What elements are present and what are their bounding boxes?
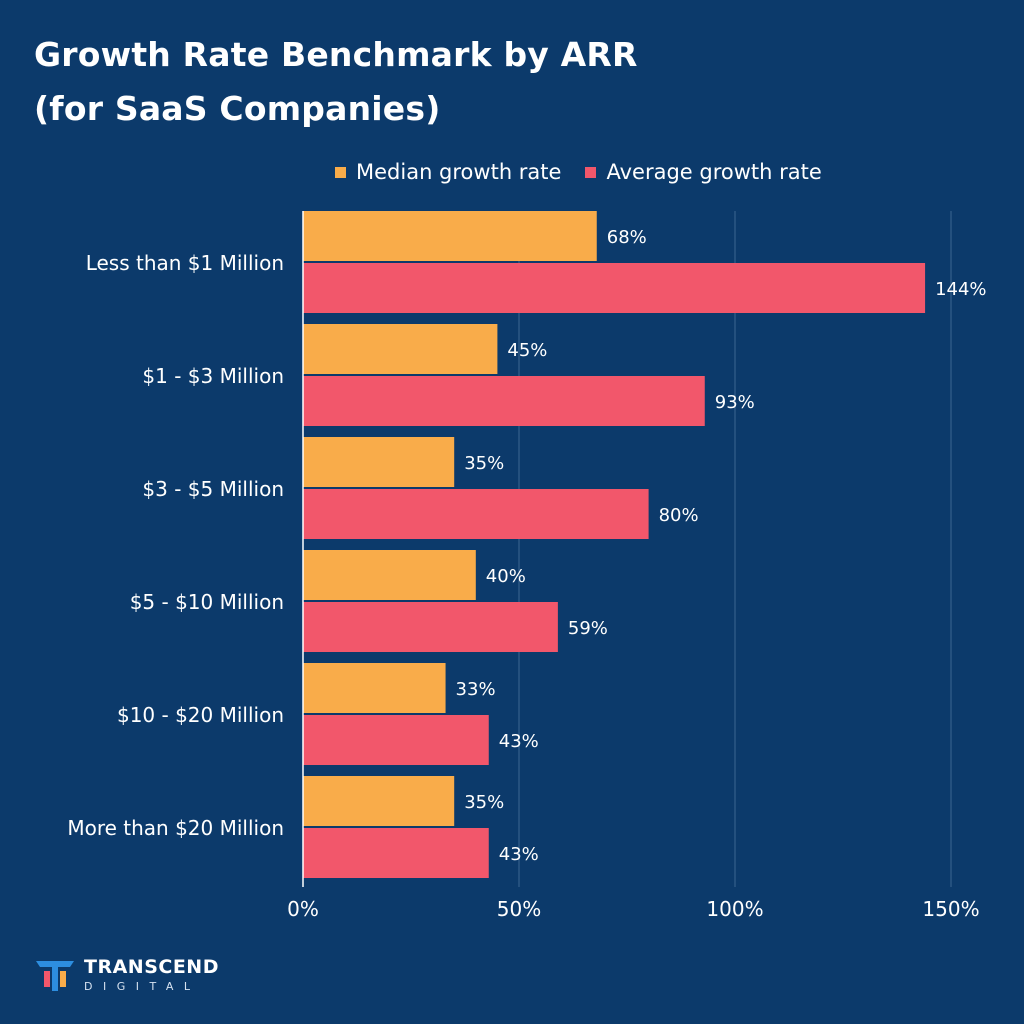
x-tick-label-0: 0% — [287, 897, 319, 921]
legend-label-median: Median growth rate — [356, 160, 562, 184]
x-tick-label-150: 150% — [922, 897, 979, 921]
x-tick-label-100: 100% — [706, 897, 763, 921]
category-label-5: More than $20 Million — [67, 816, 284, 840]
bar-median-4 — [303, 663, 446, 713]
category-label-4: $10 - $20 Million — [117, 703, 284, 727]
bar-median-1 — [303, 324, 498, 374]
bar-median-0 — [303, 211, 597, 261]
legend-item-average: Average growth rate — [585, 160, 822, 184]
data-label-average-1: 93% — [715, 392, 755, 413]
bar-average-5 — [303, 828, 489, 878]
category-label-3: $5 - $10 Million — [130, 590, 284, 614]
chart-title-line1: Growth Rate Benchmark by ARR — [34, 35, 638, 74]
legend-swatch-average — [585, 166, 597, 178]
legend-label-average: Average growth rate — [606, 160, 822, 184]
bar-average-3 — [303, 602, 558, 652]
brand-name: TRANSCEND — [84, 956, 219, 978]
bar-average-4 — [303, 715, 489, 765]
brand-sub: DIGITAL — [84, 980, 201, 993]
legend-item-median: Median growth rate — [335, 160, 561, 184]
data-label-average-5: 43% — [499, 844, 539, 865]
bar-median-5 — [303, 776, 455, 826]
bar-average-1 — [303, 376, 705, 426]
x-tick-label-50: 50% — [497, 897, 541, 921]
transcend-logo-icon — [36, 961, 74, 991]
bar-median-2 — [303, 437, 455, 487]
brand-logo: TRANSCEND DIGITAL — [34, 957, 219, 993]
data-label-median-5: 35% — [464, 792, 504, 813]
bar-average-0 — [303, 263, 926, 313]
legend: Median growth rate Average growth rate — [335, 160, 822, 184]
data-label-median-1: 45% — [507, 340, 547, 361]
legend-swatch-median — [335, 166, 346, 178]
category-label-2: $3 - $5 Million — [142, 477, 284, 501]
category-label-0: Less than $1 Million — [86, 251, 284, 275]
data-label-average-2: 80% — [659, 505, 699, 526]
data-label-median-4: 33% — [456, 679, 496, 700]
data-label-average-0: 144% — [935, 279, 986, 300]
data-label-average-3: 59% — [568, 618, 608, 639]
chart-title-line2: (for SaaS Companies) — [34, 89, 441, 128]
bar-median-3 — [303, 550, 476, 600]
data-label-median-0: 68% — [607, 227, 647, 248]
data-label-median-2: 35% — [464, 453, 504, 474]
category-label-1: $1 - $3 Million — [142, 364, 284, 388]
chart-title: Growth Rate Benchmark by ARR (for SaaS C… — [34, 28, 638, 136]
data-label-average-4: 43% — [499, 731, 539, 752]
data-label-median-3: 40% — [486, 566, 526, 587]
bar-average-2 — [303, 489, 649, 539]
